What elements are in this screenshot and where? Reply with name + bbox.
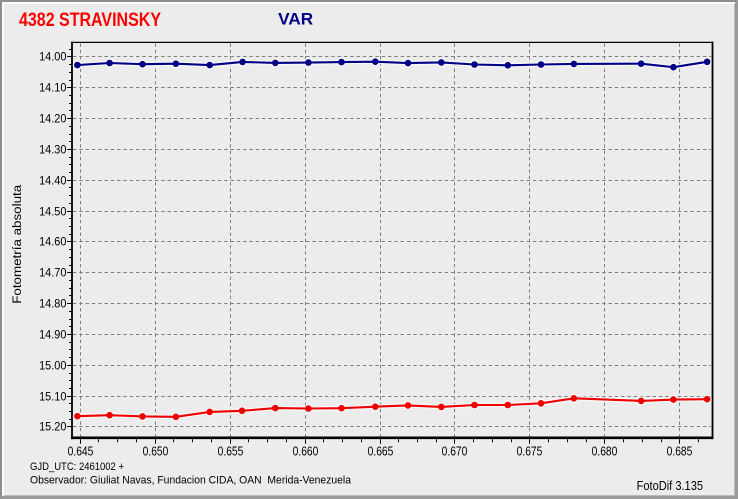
svg-text:15.10: 15.10 [39,390,67,404]
svg-text:14.80: 14.80 [39,297,67,311]
svg-text:14.90: 14.90 [39,328,67,342]
svg-text:14.60: 14.60 [39,235,67,249]
svg-text:0.655: 0.655 [218,444,244,458]
svg-text:14.30: 14.30 [39,143,67,157]
svg-text:0.680: 0.680 [592,444,618,458]
svg-text:0.685: 0.685 [667,444,693,458]
svg-text:14.40: 14.40 [39,174,67,188]
svg-text:VAR: VAR [278,10,313,29]
svg-text:14.10: 14.10 [39,81,67,95]
svg-text:0.645: 0.645 [68,444,94,458]
svg-text:FotoDif 3.135: FotoDif 3.135 [637,479,703,493]
svg-text:0.675: 0.675 [517,444,543,458]
svg-text:Observador: Giuliat Navas, Fun: Observador: Giuliat Navas, Fundacion CID… [30,475,351,487]
svg-text:0.665: 0.665 [368,444,394,458]
svg-text:15.00: 15.00 [39,359,67,373]
svg-text:15.20: 15.20 [39,420,67,434]
svg-text:14.70: 14.70 [39,266,67,280]
svg-text:GJD_UTC: 2461002 +: GJD_UTC: 2461002 + [30,461,124,473]
svg-text:Fotometría absoluta: Fotometría absoluta [12,184,24,304]
svg-text:0.660: 0.660 [293,444,319,458]
svg-text:14.20: 14.20 [39,112,67,126]
svg-text:14.00: 14.00 [39,50,67,64]
svg-text:4382 STRAVINSKY: 4382 STRAVINSKY [19,9,161,31]
svg-text:14.50: 14.50 [39,205,67,219]
svg-text:0.670: 0.670 [442,444,468,458]
svg-text:0.650: 0.650 [143,444,169,458]
